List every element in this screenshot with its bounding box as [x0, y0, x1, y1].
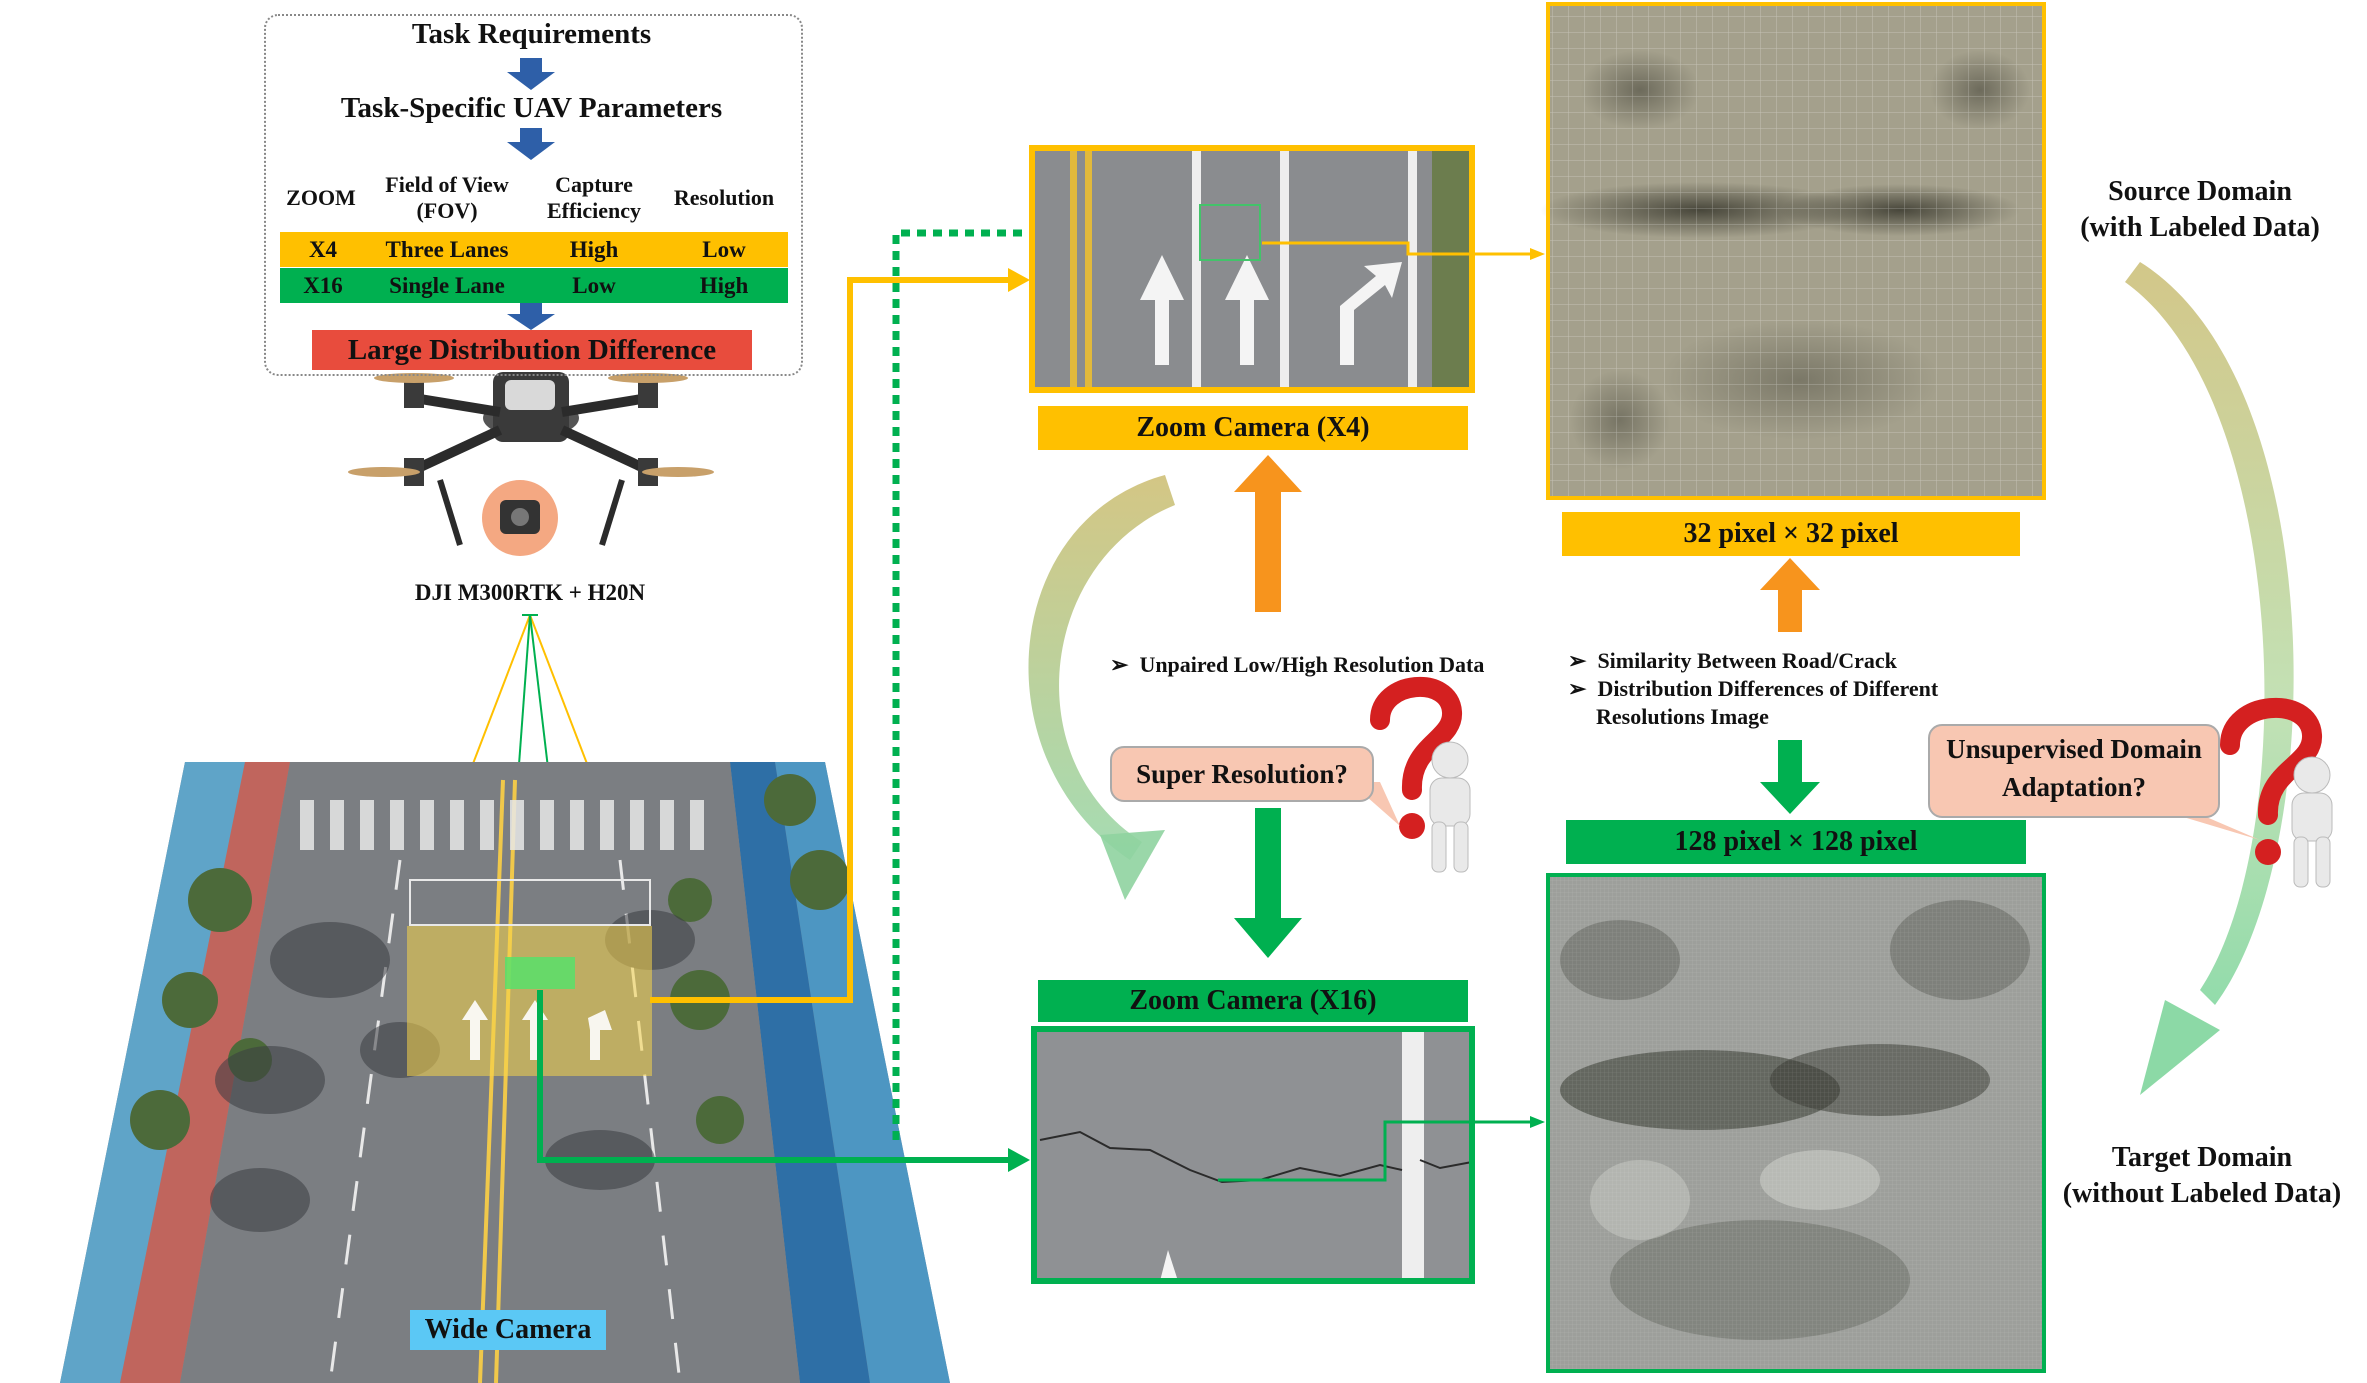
x4-to-patch-line — [1262, 241, 1545, 260]
cell-zoom: X4 — [308, 237, 338, 262]
right-curve-arrow — [2125, 262, 2294, 1095]
wide-camera-label: Wide Camera — [410, 1310, 606, 1350]
zoom-x4-label: Zoom Camera (X4) — [1038, 406, 1468, 450]
zoom-x16-label: Zoom Camera (X16) — [1038, 980, 1468, 1022]
target-domain-line-2: (without Labeled Data) — [2062, 1178, 2342, 1209]
drone-label: DJI M300RTK + H20N — [414, 580, 646, 605]
question-figure-right-icon — [2220, 697, 2333, 888]
header-fov: Field of View (FOV) — [385, 172, 509, 223]
cell-zoom: X16 — [303, 273, 343, 298]
similarity-note-1: ➢ Similarity Between Road/Crack — [1568, 648, 1897, 673]
left-curve-arrow — [1028, 475, 1175, 900]
x16-connector — [537, 990, 1030, 1172]
high-res-label: 128 pixel × 128 pixel — [1566, 820, 2026, 864]
zoom-x16-photo — [1031, 1026, 1475, 1284]
low-res-label: 32 pixel × 32 pixel — [1562, 512, 2020, 556]
uda-callout: Unsupervised Domain Adaptation? — [1928, 724, 2220, 818]
cell-efficiency: Low — [572, 273, 616, 298]
cell-fov: Three Lanes — [385, 237, 509, 262]
down-arrow-128px — [1760, 740, 1820, 814]
cell-fov: Single Lane — [389, 273, 505, 298]
low-res-patch — [1540, 2, 2046, 500]
x16-to-patch-line — [1218, 1116, 1545, 1182]
uda-line-2: Adaptation? — [2001, 772, 2147, 802]
target-domain-line-1: Target Domain — [2111, 1142, 2293, 1173]
unpaired-note-text: Unpaired Low/High Resolution Data — [1139, 652, 1485, 677]
cell-efficiency: High — [569, 237, 619, 262]
task-flow-arrows — [507, 58, 555, 330]
source-domain-line-1: Source Domain — [2108, 176, 2292, 207]
x4-connector — [650, 268, 1030, 1003]
down-arrow-x16 — [1234, 808, 1302, 958]
header-zoom: ZOOM — [286, 185, 356, 210]
conclusion-banner: Large Distribution Difference — [312, 330, 752, 370]
drone-icon — [348, 372, 714, 556]
uda-line-1: Unsupervised Domain — [1946, 734, 2202, 764]
source-domain-label: Source Domain (with Labeled Data) — [2040, 174, 2360, 246]
header-resolution: Resolution — [673, 185, 775, 210]
question-figure-left-icon — [1370, 676, 1471, 873]
up-arrow-32px — [1760, 558, 1820, 632]
up-arrow-x4 — [1234, 455, 1302, 612]
table-row-x4: X4 Three Lanes High Low — [280, 232, 788, 267]
header-capture-efficiency: Capture Efficiency — [546, 172, 642, 223]
similarity-note-2: ➢ Distribution Differences of Different — [1568, 676, 1939, 701]
similarity-note-1-text: Similarity Between Road/Crack — [1597, 648, 1897, 673]
task-requirements-panel — [264, 14, 803, 376]
table-row-x16: X16 Single Lane Low High — [280, 268, 788, 303]
task-subtitle: Task-Specific UAV Parameters — [340, 92, 723, 124]
target-domain-label: Target Domain (without Labeled Data) — [2040, 1140, 2364, 1212]
task-title: Task Requirements — [411, 18, 652, 50]
similarity-note-3: Resolutions Image — [1596, 704, 1769, 729]
cell-resolution: Low — [702, 237, 746, 262]
high-res-patch — [1546, 873, 2046, 1373]
super-resolution-callout: Super Resolution? — [1110, 746, 1374, 802]
cell-resolution: High — [699, 273, 749, 298]
unpaired-note: ➢ Unpaired Low/High Resolution Data — [1110, 652, 1485, 677]
source-domain-line-2: (with Labeled Data) — [2080, 212, 2320, 243]
zoom-x4-photo — [1029, 145, 1475, 393]
similarity-note-2-text: Distribution Differences of Different — [1597, 676, 1939, 701]
wide-camera-photo — [60, 762, 950, 1383]
